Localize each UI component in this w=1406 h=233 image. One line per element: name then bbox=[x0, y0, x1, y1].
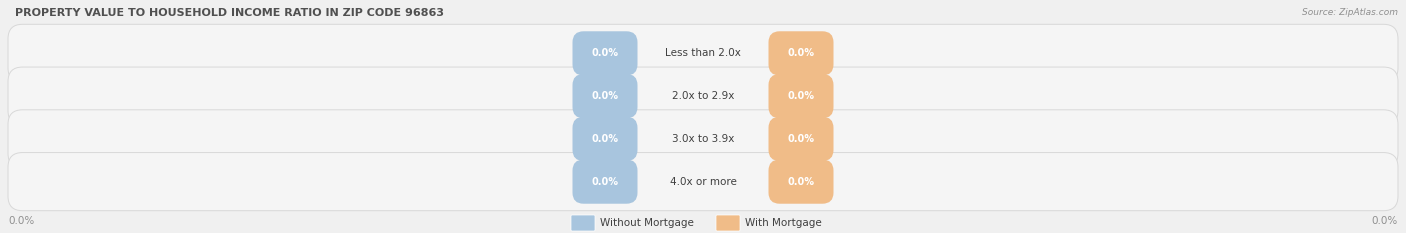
Text: 0.0%: 0.0% bbox=[592, 177, 619, 187]
FancyBboxPatch shape bbox=[8, 67, 1398, 125]
Text: 4.0x or more: 4.0x or more bbox=[669, 177, 737, 187]
FancyBboxPatch shape bbox=[769, 160, 834, 204]
FancyBboxPatch shape bbox=[716, 215, 740, 231]
FancyBboxPatch shape bbox=[572, 160, 637, 204]
Text: 0.0%: 0.0% bbox=[787, 48, 814, 58]
Text: 0.0%: 0.0% bbox=[1372, 216, 1398, 226]
FancyBboxPatch shape bbox=[8, 24, 1398, 82]
FancyBboxPatch shape bbox=[769, 117, 834, 161]
FancyBboxPatch shape bbox=[572, 74, 637, 118]
Text: With Mortgage: With Mortgage bbox=[745, 218, 821, 228]
FancyBboxPatch shape bbox=[769, 74, 834, 118]
Text: 0.0%: 0.0% bbox=[787, 177, 814, 187]
Text: 0.0%: 0.0% bbox=[592, 134, 619, 144]
Text: 0.0%: 0.0% bbox=[8, 216, 34, 226]
FancyBboxPatch shape bbox=[8, 153, 1398, 211]
FancyBboxPatch shape bbox=[769, 31, 834, 75]
Text: PROPERTY VALUE TO HOUSEHOLD INCOME RATIO IN ZIP CODE 96863: PROPERTY VALUE TO HOUSEHOLD INCOME RATIO… bbox=[15, 8, 444, 18]
Text: 3.0x to 3.9x: 3.0x to 3.9x bbox=[672, 134, 734, 144]
Text: Source: ZipAtlas.com: Source: ZipAtlas.com bbox=[1302, 8, 1398, 17]
Text: 0.0%: 0.0% bbox=[592, 91, 619, 101]
FancyBboxPatch shape bbox=[572, 117, 637, 161]
Text: 0.0%: 0.0% bbox=[787, 134, 814, 144]
Text: 2.0x to 2.9x: 2.0x to 2.9x bbox=[672, 91, 734, 101]
FancyBboxPatch shape bbox=[571, 215, 595, 231]
FancyBboxPatch shape bbox=[8, 110, 1398, 168]
Text: 0.0%: 0.0% bbox=[787, 91, 814, 101]
Text: 0.0%: 0.0% bbox=[592, 48, 619, 58]
Text: Without Mortgage: Without Mortgage bbox=[600, 218, 695, 228]
FancyBboxPatch shape bbox=[572, 31, 637, 75]
Text: Less than 2.0x: Less than 2.0x bbox=[665, 48, 741, 58]
